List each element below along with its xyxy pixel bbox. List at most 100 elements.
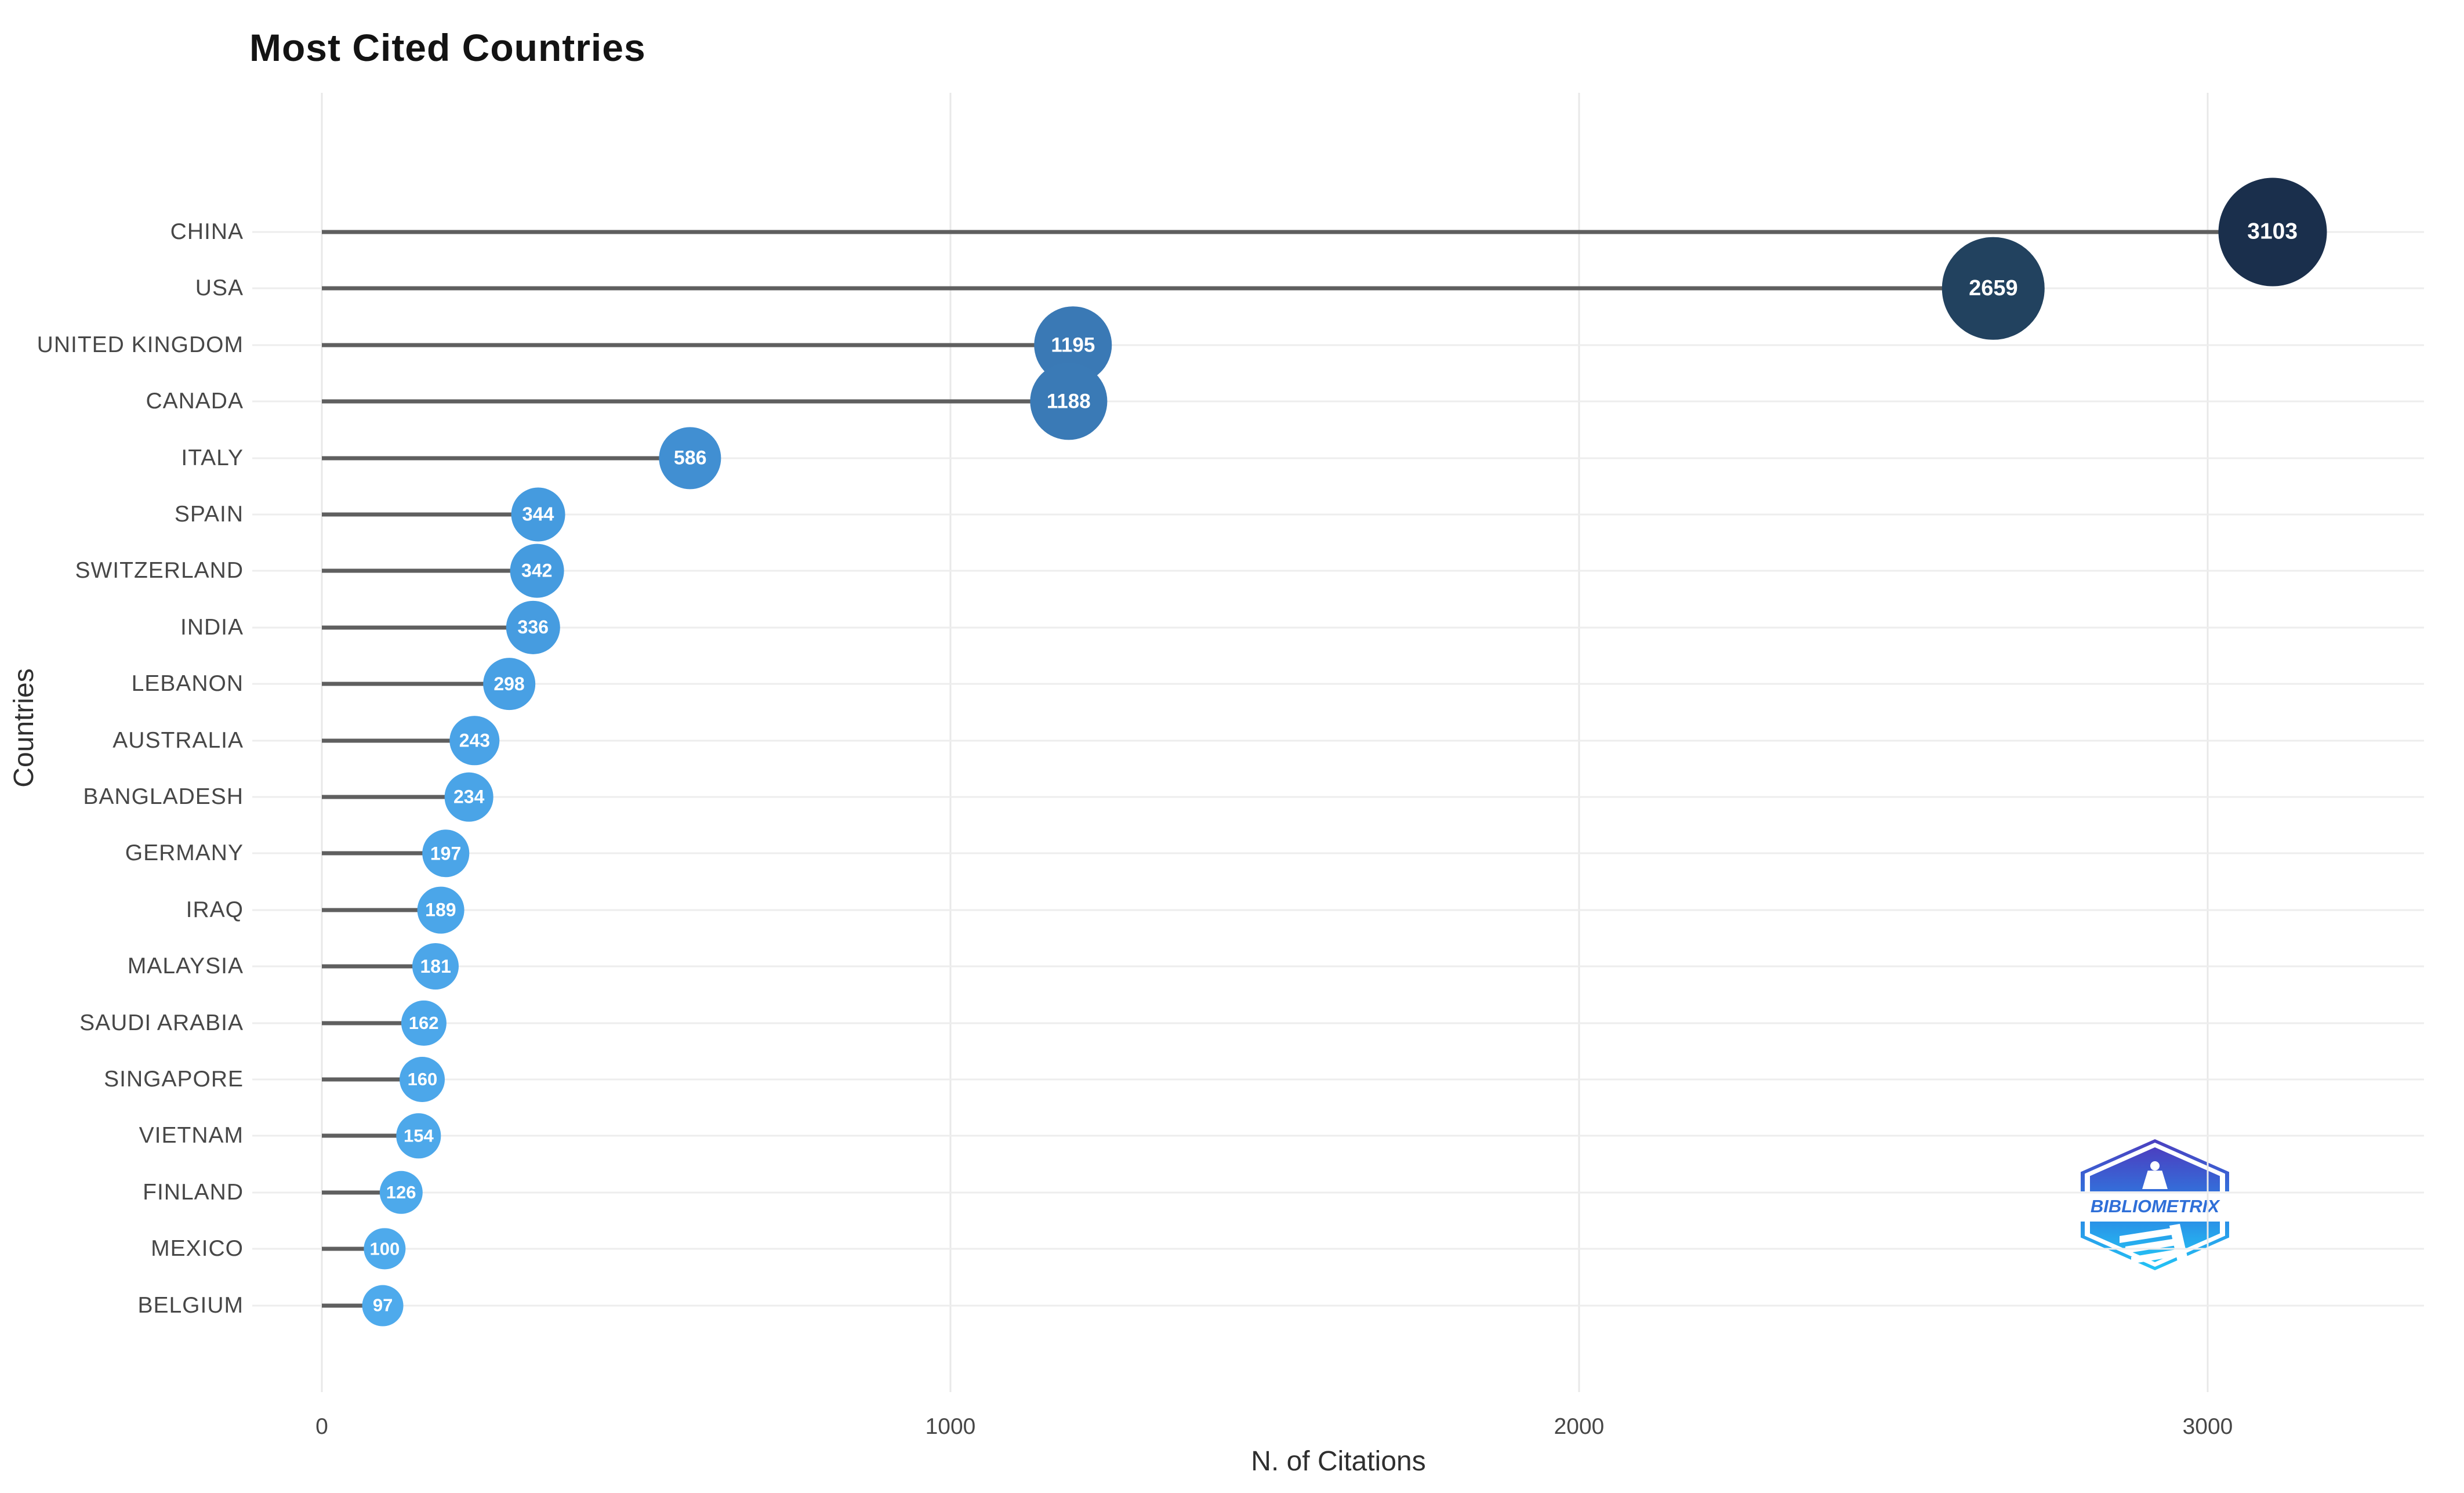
data-point-bubble[interactable]: 336 <box>506 600 560 654</box>
x-gridline <box>949 93 952 1392</box>
row-gridline <box>252 1022 2424 1024</box>
bubble-value-label: 197 <box>430 842 462 864</box>
y-tick-label: BANGLADESH <box>83 784 244 809</box>
data-point-bubble[interactable]: 126 <box>379 1171 423 1214</box>
bubble-value-label: 1188 <box>1046 390 1091 413</box>
data-point-bubble[interactable]: 298 <box>483 658 535 711</box>
y-tick-label: IRAQ <box>186 897 244 922</box>
bubble-value-label: 160 <box>407 1069 438 1089</box>
lollipop-stem <box>322 1246 385 1251</box>
data-point-bubble[interactable]: 1188 <box>1030 363 1108 440</box>
bubble-value-label: 336 <box>517 617 549 638</box>
data-point-bubble[interactable]: 342 <box>510 544 564 598</box>
bubble-value-label: 189 <box>425 899 456 921</box>
row-gridline <box>252 570 2424 572</box>
bubble-value-label: 1195 <box>1051 333 1095 356</box>
data-point-bubble[interactable]: 97 <box>362 1285 404 1327</box>
bubble-value-label: 3103 <box>2247 219 2298 244</box>
bubble-value-label: 342 <box>521 560 553 581</box>
x-gridline <box>2207 93 2209 1392</box>
data-point-bubble[interactable]: 234 <box>444 772 493 822</box>
lollipop-stem <box>322 682 510 686</box>
data-point-bubble[interactable]: 586 <box>659 426 721 490</box>
y-tick-label: USA <box>195 276 244 301</box>
logo-band: BIBLIOMETRIX <box>2081 1191 2229 1222</box>
row-gridline <box>252 626 2424 629</box>
data-point-bubble[interactable]: 243 <box>449 715 500 766</box>
data-point-bubble[interactable]: 189 <box>417 886 465 934</box>
chart-title: Most Cited Countries <box>249 26 646 69</box>
lollipop-stem <box>322 1077 423 1082</box>
bubble-value-label: 344 <box>522 503 554 525</box>
y-tick-label: SWITZERLAND <box>75 558 244 584</box>
row-gridline <box>252 1304 2424 1307</box>
x-axis-title: N. of Citations <box>1251 1446 1426 1477</box>
bubble-value-label: 97 <box>372 1295 393 1316</box>
data-point-bubble[interactable]: 181 <box>412 943 459 990</box>
data-point-bubble[interactable]: 154 <box>396 1113 441 1159</box>
bubble-value-label: 586 <box>673 447 707 469</box>
lollipop-stem <box>322 512 538 517</box>
x-tick-label: 2000 <box>1554 1414 1605 1439</box>
row-gridline <box>252 909 2424 911</box>
lollipop-stem <box>322 964 436 969</box>
lollipop-stem <box>322 286 1994 291</box>
lollipop-stem <box>322 568 537 573</box>
y-tick-label: SINGAPORE <box>104 1067 244 1092</box>
y-tick-label: MEXICO <box>151 1236 244 1262</box>
open-book-icon <box>2120 1223 2188 1264</box>
row-gridline <box>252 513 2424 516</box>
lollipop-stem <box>322 908 441 912</box>
bubble-value-label: 2659 <box>1969 276 2018 300</box>
row-gridline <box>252 965 2424 967</box>
data-point-bubble[interactable]: 162 <box>401 1000 447 1046</box>
bubble-value-label: 162 <box>408 1012 439 1033</box>
y-tick-label: SAUDI ARABIA <box>79 1010 244 1035</box>
bubble-value-label: 100 <box>369 1238 400 1259</box>
lollipop-stem <box>322 1303 383 1308</box>
x-gridline <box>1578 93 1580 1392</box>
lollipop-stem <box>322 795 469 799</box>
row-gridline <box>252 344 2424 346</box>
row-gridline <box>252 852 2424 854</box>
lighthouse-icon <box>2150 1161 2160 1171</box>
bubble-value-label: 126 <box>386 1182 416 1202</box>
lollipop-stem <box>322 343 1073 347</box>
data-point-bubble[interactable]: 3103 <box>2218 177 2327 287</box>
data-point-bubble[interactable]: 344 <box>511 487 565 542</box>
bubble-value-label: 154 <box>404 1125 434 1146</box>
y-tick-label: CANADA <box>146 389 244 414</box>
y-tick-label: VIETNAM <box>139 1123 244 1148</box>
bibliometrix-logo: BIBLIOMETRIX <box>2081 1139 2229 1270</box>
data-point-bubble[interactable]: 160 <box>400 1057 445 1102</box>
row-gridline <box>252 740 2424 742</box>
data-point-bubble[interactable]: 2659 <box>1942 237 2045 340</box>
row-gridline <box>252 683 2424 685</box>
y-tick-label: FINLAND <box>143 1179 244 1205</box>
x-tick-label: 1000 <box>925 1414 976 1439</box>
y-tick-label: LEBANON <box>131 671 244 697</box>
y-tick-label: UNITED KINGDOM <box>37 332 244 357</box>
row-gridline <box>252 1248 2424 1250</box>
lollipop-stem <box>322 456 691 461</box>
y-tick-label: CHINA <box>170 219 244 244</box>
lollipop-stem <box>322 1190 401 1195</box>
lollipop-stem <box>322 851 446 856</box>
y-tick-label: GERMANY <box>125 840 244 866</box>
y-tick-label: MALAYSIA <box>127 954 244 979</box>
y-tick-label: SPAIN <box>174 502 244 527</box>
lollipop-stem <box>322 1021 424 1025</box>
row-gridline <box>252 1191 2424 1194</box>
y-tick-label: INDIA <box>180 614 244 640</box>
data-point-bubble[interactable]: 100 <box>364 1228 406 1270</box>
bubble-value-label: 234 <box>453 786 485 807</box>
lollipop-stem <box>322 230 2273 234</box>
data-point-bubble[interactable]: 197 <box>422 829 470 878</box>
x-tick-label: 0 <box>315 1414 328 1439</box>
bubble-value-label: 243 <box>459 730 491 751</box>
lollipop-stem <box>322 399 1069 404</box>
logo-text: BIBLIOMETRIX <box>2090 1196 2220 1217</box>
bubble-value-label: 181 <box>420 955 451 977</box>
y-tick-label: ITALY <box>181 445 244 470</box>
